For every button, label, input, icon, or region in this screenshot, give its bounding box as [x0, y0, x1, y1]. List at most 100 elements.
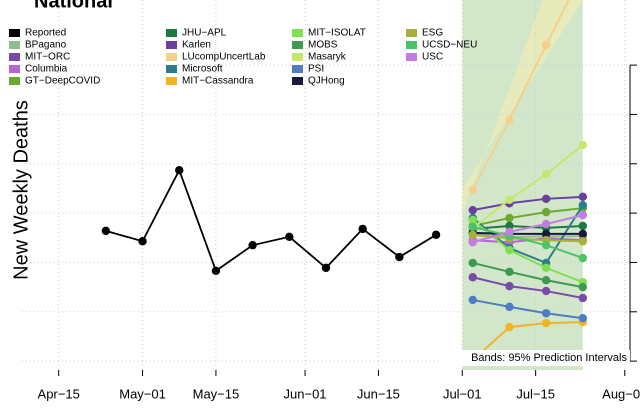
y-axis-label: New Weekly Deaths	[10, 100, 32, 280]
legend-swatch	[166, 77, 177, 85]
data-point	[505, 227, 514, 237]
legend-swatch	[406, 53, 417, 61]
legend-swatch	[166, 29, 177, 37]
x-tick-label: May−15	[193, 386, 240, 401]
legend-label: MOBS	[308, 40, 338, 51]
legend-label: Karlen	[182, 40, 211, 51]
data-point	[505, 195, 514, 204]
data-point	[468, 238, 477, 247]
data-point	[248, 240, 257, 250]
data-point	[541, 309, 551, 318]
legend-swatch	[406, 29, 417, 37]
legend-label: Columbia	[25, 64, 68, 75]
data-point	[541, 229, 551, 239]
series-line	[472, 276, 584, 299]
data-point	[541, 169, 551, 179]
data-point	[468, 222, 477, 232]
x-tick-label: May−01	[119, 386, 166, 401]
legend-label: UCSD−NEU	[422, 40, 477, 51]
series-line	[472, 261, 584, 289]
legend-label: GT−DeepCOVID	[25, 76, 100, 87]
data-point	[541, 207, 551, 217]
data-point	[578, 314, 588, 323]
data-point	[468, 185, 477, 195]
series-line	[472, 214, 584, 244]
legend-label: Reported	[25, 28, 66, 39]
series-line	[471, 0, 570, 191]
data-point	[505, 213, 514, 223]
data-point	[578, 192, 588, 202]
data-point	[505, 245, 514, 255]
x-tick-label: Jul−01	[443, 386, 482, 401]
data-point	[578, 210, 588, 220]
x-tick-label: Jun−01	[284, 386, 327, 401]
data-point	[468, 295, 477, 305]
data-point	[468, 215, 477, 225]
legend-swatch	[9, 77, 20, 85]
plot-area	[22, 0, 630, 370]
data-point	[541, 286, 551, 296]
legend-label: PSI	[308, 64, 324, 75]
data-point	[578, 229, 588, 239]
legend-label: BPagano	[25, 40, 67, 51]
legend-swatch	[166, 41, 177, 49]
data-point	[211, 266, 221, 276]
data-point	[578, 237, 588, 246]
data-point	[505, 115, 514, 125]
chart-title: National	[34, 0, 113, 12]
legend-swatch	[292, 41, 303, 49]
data-point	[468, 273, 477, 282]
series-line	[472, 207, 583, 227]
series-line	[472, 144, 584, 229]
data-point	[101, 226, 111, 236]
legend-label: MIT−Cassandra	[182, 76, 254, 87]
data-point	[541, 40, 551, 50]
x-tick-label: Apr−15	[38, 386, 80, 401]
data-point	[468, 205, 477, 215]
legend-label: MIT−ISOLAT	[308, 28, 366, 39]
legend-swatch	[406, 41, 417, 49]
data-point	[578, 293, 588, 303]
legend-swatch	[9, 65, 20, 73]
data-point	[395, 252, 404, 262]
legend-swatch	[292, 65, 303, 73]
data-point	[541, 194, 551, 204]
x-tick-label: Jun−15	[357, 386, 400, 401]
data-point	[578, 253, 588, 263]
legend-label: Masaryk	[308, 52, 347, 63]
annotation: Bands: 95% Prediction Intervals	[471, 352, 627, 364]
data-point	[578, 201, 588, 210]
data-point	[468, 230, 477, 240]
data-point	[505, 281, 514, 291]
data-point	[468, 258, 477, 268]
legend-swatch	[9, 53, 20, 61]
data-point	[541, 240, 551, 250]
data-point	[505, 322, 514, 332]
series-line	[472, 195, 583, 212]
legend-swatch	[292, 53, 303, 61]
data-point	[541, 276, 551, 285]
data-point	[541, 263, 551, 273]
data-point	[541, 219, 551, 229]
data-point	[578, 282, 588, 292]
data-point	[285, 232, 294, 241]
series-line	[472, 219, 584, 284]
legend-label: QJHong	[308, 76, 345, 87]
series-line	[472, 225, 584, 259]
data-point	[175, 166, 184, 175]
legend-label: Microsoft	[182, 64, 223, 75]
series-line	[472, 321, 583, 361]
legend-swatch	[9, 29, 20, 37]
legend-swatch	[292, 29, 303, 37]
series-line	[105, 167, 437, 273]
series-line	[472, 231, 583, 235]
data-point	[138, 237, 147, 246]
legend-label: LUcompUncertLab	[182, 52, 266, 63]
legend-label: USC	[422, 52, 443, 63]
data-point	[505, 221, 514, 231]
data-point	[578, 221, 588, 231]
data-point	[505, 267, 514, 277]
data-point	[321, 263, 331, 273]
x-tick-label: Jul−15	[516, 386, 555, 401]
